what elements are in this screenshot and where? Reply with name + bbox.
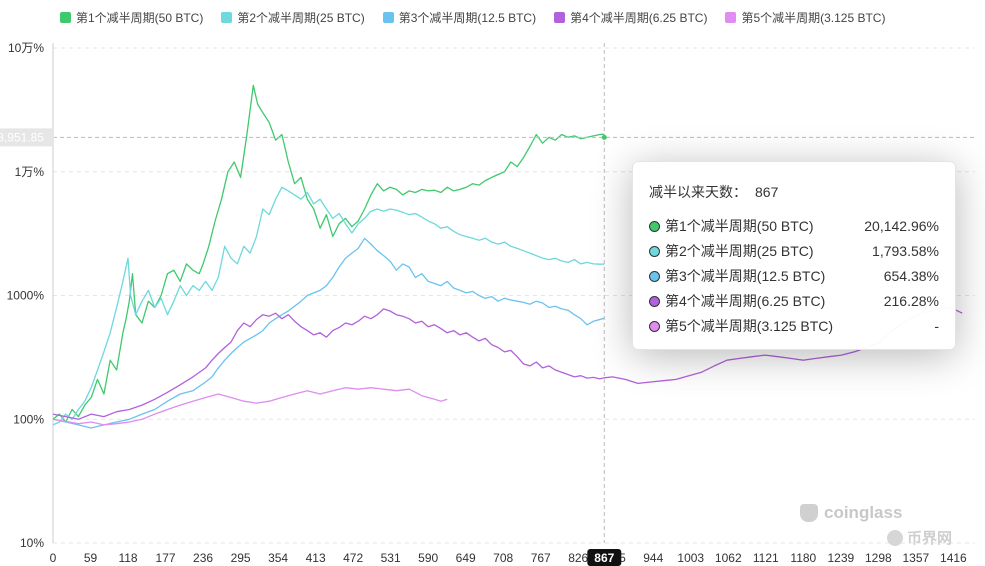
x-tick-label: 177 (156, 551, 176, 565)
series-dot-icon (649, 270, 660, 282)
x-tick-label: 767 (531, 551, 551, 565)
legend-item[interactable]: 第3个减半周期(12.5 BTC) (382, 9, 537, 26)
legend-item[interactable]: 第1个减半周期(50 BTC) (60, 9, 203, 26)
tooltip-series-value: 1,793.58% (872, 243, 939, 259)
tooltip-series-name: 第3个减半周期(12.5 BTC) (665, 268, 826, 284)
legend-swatch (60, 12, 71, 23)
watermark-brand2: 币界网 (907, 530, 953, 547)
legend-item[interactable]: 第4个减半周期(6.25 BTC) (554, 9, 707, 26)
chart-legend: 第1个减半周期(50 BTC) 第2个减半周期(25 BTC) 第3个减半周期(12… (60, 9, 885, 26)
x-tick-label: 0 (50, 551, 57, 565)
tooltip-title-label: 减半以来天数： (649, 184, 747, 200)
x-tick-label: 236 (193, 551, 213, 565)
bijie-watermark: 币界网 (887, 527, 952, 548)
tooltip-row: 第4个减半周期(6.25 BTC) 216.28% (649, 291, 939, 311)
x-tick-label: 590 (418, 551, 438, 565)
x-tick-label: 1298 (865, 551, 892, 565)
series-line (52, 237, 605, 429)
crosshair-x-label-bg (587, 549, 622, 566)
legend-swatch (725, 12, 737, 23)
legend-swatch (221, 12, 233, 23)
x-tick-label: 118 (118, 551, 137, 565)
tooltip-series-name: 第4个减半周期(6.25 BTC) (665, 293, 826, 309)
x-tick-label: 531 (381, 551, 401, 565)
series-dot-icon (649, 320, 660, 332)
x-tick-label: 649 (456, 551, 476, 565)
x-tick-label: 354 (268, 551, 288, 565)
crosshair-y-label-bg (0, 128, 54, 147)
x-tick-label: 1121 (753, 551, 779, 565)
crosshair-y-label: 18,951.85 (0, 130, 44, 144)
tooltip-series-value: - (934, 318, 939, 334)
tooltip-series-name: 第2个减半周期(25 BTC) (665, 243, 814, 259)
x-tick-label: 1062 (715, 551, 742, 565)
legend-swatch (554, 12, 566, 23)
x-tick-label: 1357 (903, 551, 930, 565)
y-tick-label: 10万% (8, 41, 44, 55)
x-tick-label: 413 (306, 551, 326, 565)
series-dot-icon (649, 220, 660, 232)
watermark-brand: coinglass (824, 503, 903, 522)
legend-label: 第3个减半周期(12.5 BTC) (398, 11, 537, 25)
bijie-logo-icon (887, 529, 903, 546)
tooltip-series-name: 第1个减半周期(50 BTC) (665, 218, 814, 234)
tooltip-series-value: 654.38% (883, 268, 939, 284)
y-tick-label: 100% (13, 412, 44, 426)
x-tick-label: 1416 (940, 551, 967, 565)
legend-label: 第5个减半周期(3.125 BTC) (741, 11, 886, 25)
y-tick-label: 1万% (15, 165, 45, 179)
legend-swatch (382, 12, 394, 23)
coinglass-logo-icon (800, 504, 818, 522)
series-dot-icon (649, 245, 660, 257)
coinglass-watermark: coinglass (800, 503, 902, 523)
tooltip-series-name: 第5个减半周期(3.125 BTC) (665, 318, 834, 334)
tooltip-title: 减半以来天数： 867 (649, 182, 778, 202)
tooltip-series-value: 216.28% (883, 293, 939, 309)
legend-item[interactable]: 第2个减半周期(25 BTC) (221, 9, 365, 26)
tooltip-series-value: 20,142.96% (864, 218, 939, 234)
series-line (52, 84, 605, 423)
x-tick-label: 708 (493, 551, 513, 565)
tooltip-row: 第2个减半周期(25 BTC) 1,793.58% (649, 241, 939, 261)
tooltip-row: 第3个减半周期(12.5 BTC) 654.38% (649, 266, 939, 286)
series-line (52, 306, 963, 420)
series-line (52, 387, 448, 426)
x-tick-label: 295 (231, 551, 251, 565)
x-tick-label: 826 (568, 551, 588, 565)
x-tick-label: 1003 (677, 551, 704, 565)
series-line (52, 186, 605, 426)
x-tick-label: 59 (84, 551, 98, 565)
y-tick-label: 1000% (7, 289, 45, 303)
legend-label: 第1个减半周期(50 BTC) (76, 11, 204, 25)
legend-label: 第2个减半周期(25 BTC) (237, 11, 365, 25)
x-tick-label: 472 (343, 551, 363, 565)
series-dot-icon (649, 295, 660, 307)
tooltip-row: 第1个减半周期(50 BTC) 20,142.96% (649, 216, 939, 236)
legend-item[interactable]: 第5个减半周期(3.125 BTC) (725, 9, 885, 26)
tooltip-row: 第5个减半周期(3.125 BTC) - (649, 316, 939, 336)
tooltip-title-value: 867 (755, 184, 779, 200)
y-tick-label: 10% (20, 536, 44, 550)
x-tick-label: 1239 (827, 551, 854, 565)
x-tick-label: 1180 (790, 551, 816, 565)
legend-label: 第4个减半周期(6.25 BTC) (570, 11, 708, 25)
chart-tooltip: 减半以来天数： 867 第1个减半周期(50 BTC) 20,142.96% 第2… (632, 161, 956, 350)
crosshair-point (601, 134, 607, 140)
crosshair-x-label: 867 (594, 551, 614, 565)
x-tick-label: 944 (643, 551, 663, 565)
